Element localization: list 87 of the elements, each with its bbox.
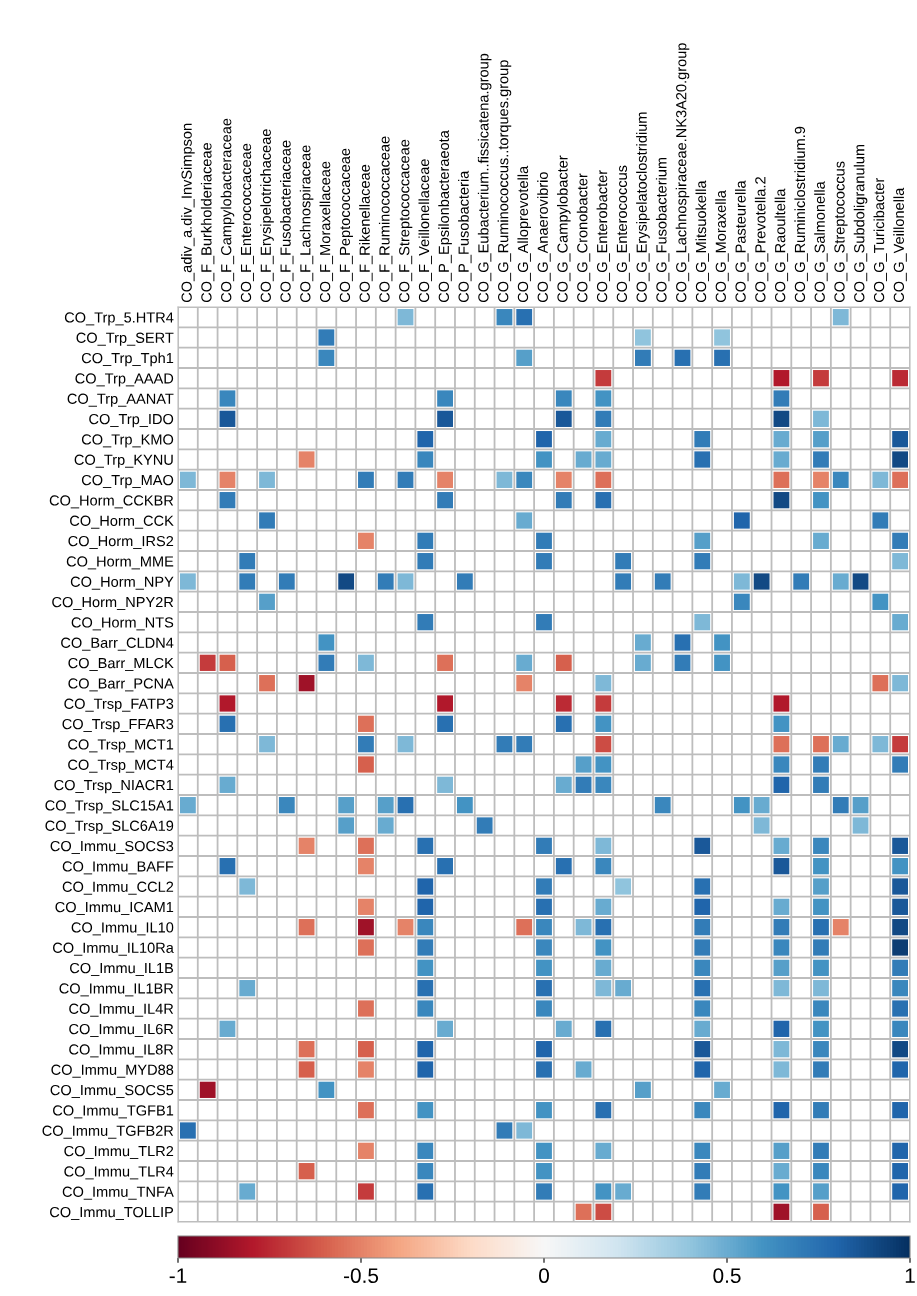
y-tick-label: CO_Trp_AAAD (75, 373, 174, 387)
x-tick-label: CO_G_Campylobacter (556, 155, 571, 303)
x-tick-label: CO_F_Fusobacteriaceae (280, 140, 294, 303)
x-tick-label: CO_F_Streptococcaceae (399, 139, 413, 303)
y-tick-label: CO_Trsp_FATP3 (64, 698, 174, 712)
color-bar-label: -0.5 (343, 1268, 379, 1284)
y-tick-label: CO_Barr_PCNA (68, 678, 174, 692)
x-tick-label: CO_F_Moraxellaceae (319, 161, 334, 303)
y-tick-label: CO_Immu_IL6R (69, 1023, 174, 1038)
x-tick-label: CO_G_Raoultella (774, 188, 789, 303)
y-tick-label: CO_Trsp_SLC6A19 (45, 820, 174, 834)
y-tick-label: CO_Immu_SOCS3 (50, 840, 174, 855)
y-tick-label: CO_Immu_TNFA (62, 1186, 174, 1200)
y-tick-label: CO_Immu_IL8R (69, 1044, 174, 1058)
x-tick-label: CO_G_Cronobacter (576, 173, 591, 303)
color-bar-label: 0.5 (713, 1268, 741, 1284)
x-tick-label: CO_G_Ruminococcus..torques.group (497, 60, 512, 303)
y-tick-label: CO_Horm_MME (66, 556, 174, 570)
y-tick-label: CO_Trsp_MCT1 (68, 739, 174, 753)
x-tick-label: CO_F_Peptococcaceae (339, 148, 353, 303)
x-tick-label: CO_F_Erysipelotrichaceae (260, 129, 274, 303)
x-tick-label: CO_G_Moraxella (715, 190, 729, 303)
y-tick-label: CO_Horm_CCK (70, 515, 174, 529)
y-tick-label: CO_Horm_NPY2R (52, 596, 174, 611)
y-tick-label: CO_Immu_IL10Ra (53, 942, 174, 956)
y-tick-label: CO_Barr_MLCK (68, 657, 174, 672)
y-tick-label: CO_Trp_KYNU (74, 454, 173, 468)
y-tick-label: CO_Trp_AANAT (67, 393, 174, 407)
y-tick-label: CO_Immu_MYD88 (51, 1064, 174, 1078)
y-tick-label: CO_Barr_CLDN4 (61, 637, 174, 651)
y-tick-label: CO_Immu_IL4R (69, 1003, 174, 1017)
y-tick-label: CO_Trp_SERT (76, 332, 174, 346)
x-tick-label: CO_G_Eubacterium..fissicatena.group (477, 53, 492, 303)
x-tick-label: CO_P_Epsilonbacteraeota (438, 130, 452, 303)
y-tick-label: CO_Immu_TLR4 (64, 1166, 174, 1180)
x-tick-label: CO_F_Rikenellaceae (359, 164, 373, 303)
x-tick-label: CO_G_Veillonella (893, 187, 907, 303)
y-tick-label: CO_Horm_NTS (71, 617, 174, 631)
x-tick-label: CO_G_Prevotella.2 (754, 177, 769, 303)
x-tick-label: CO_G_Ruminiclostridium.9 (794, 126, 808, 303)
y-tick-label: CO_Trsp_MCT4 (68, 759, 174, 773)
y-tick-label: CO_Horm_CCKBR (49, 495, 174, 509)
y-tick-label: CO_Horm_IRS2 (68, 535, 174, 550)
y-tick-label: CO_Immu_TGFB1 (53, 1105, 174, 1119)
x-tick-label: CO_G_Streptococcus (834, 161, 848, 303)
y-tick-label: CO_Immu_IL1B (70, 962, 174, 977)
x-tick-label: CO_G_Lachnospiraceae.NK3A20.group (675, 43, 690, 303)
x-tick-label: CO_G_Pasteurella (735, 180, 749, 303)
y-tick-label: CO_Immu_TLR2 (64, 1145, 174, 1160)
x-tick-label: CO_F_Lachnospiraceae (299, 145, 314, 303)
x-tick-label: CO_G_Fusobacterium (655, 157, 670, 303)
y-tick-label: CO_Trp_Tph1 (81, 352, 174, 367)
x-tick-label: CO_adiv_a.div_InvSimpson (181, 123, 195, 303)
y-tick-label: CO_Immu_TOLLIP (50, 1206, 174, 1221)
x-tick-label: CO_G_Mitsuokella (695, 180, 709, 303)
y-tick-label: CO_Immu_IL1BR (59, 983, 174, 997)
y-tick-label: CO_Trsp_NIACR1 (54, 779, 174, 794)
x-tick-label: CO_F_Ruminococcaceae (378, 136, 393, 303)
x-tick-label: CO_F_Campylobacteraceae (220, 118, 235, 303)
y-tick-label: CO_Horm_NPY (70, 576, 174, 590)
color-bar-label: 0 (539, 1268, 549, 1284)
x-tick-label: CO_F_Veillonellaceae (418, 159, 432, 303)
y-tick-label: CO_Trp_IDO (89, 413, 174, 428)
color-bar-label: 1 (905, 1268, 915, 1283)
x-tick-label: CO_G_Subdoligranulum (853, 144, 868, 303)
y-tick-label: CO_Immu_IL10 (71, 922, 174, 936)
y-tick-label: CO_Immu_SOCS5 (50, 1084, 174, 1099)
y-tick-label: CO_Immu_ICAM1 (55, 901, 174, 916)
x-tick-label: CO_G_Enterobacter (596, 170, 611, 303)
x-tick-label: CO_G_Alloprevotella (517, 165, 532, 303)
y-tick-label: CO_Trsp_FFAR3 (62, 718, 174, 733)
y-tick-label: CO_Trp_MAO (81, 474, 174, 489)
x-tick-label: CO_G_Anaerovibrio (537, 172, 551, 303)
y-tick-label: CO_Trsp_SLC15A1 (45, 800, 174, 814)
x-tick-label: CO_F_Burkholderiaceae (200, 142, 215, 303)
y-tick-label: CO_Immu_CCL2 (62, 881, 174, 895)
x-tick-label: CO_G_Salmonella (814, 181, 828, 303)
y-tick-label: CO_Immu_BAFF (62, 861, 174, 875)
x-tick-label: CO_F_Enterococcaceae (240, 143, 254, 303)
color-bar-label: -1 (169, 1268, 187, 1283)
y-tick-label: CO_Trp_KMO (81, 434, 174, 448)
x-tick-label: CO_G_Turicibacter (873, 178, 887, 303)
x-tick-label: CO_P_Fusobacteria (458, 170, 472, 303)
y-tick-label: CO_Immu_TGFB2R (42, 1125, 174, 1139)
x-tick-label: CO_G_Erysipelatoclostridium (636, 112, 650, 303)
y-tick-label: CO_Trp_5.HTR4 (64, 312, 174, 326)
x-tick-label: CO_G_Enterococcus (616, 165, 630, 303)
